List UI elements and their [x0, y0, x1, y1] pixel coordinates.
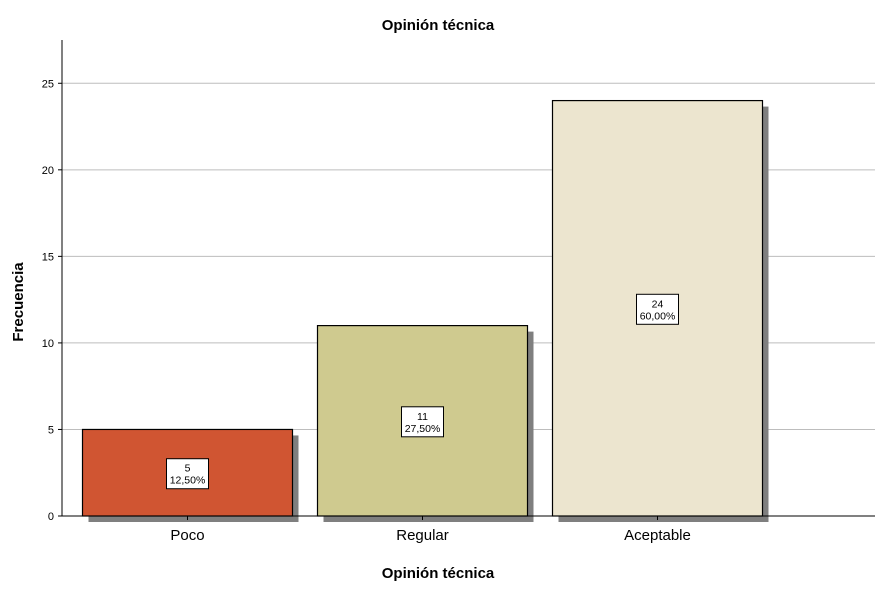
x-axis-title: Opinión técnica — [382, 565, 495, 582]
data-label-percent: 27,50% — [405, 423, 441, 435]
chart-title: Opinión técnica — [382, 17, 495, 34]
data-label-box — [166, 458, 209, 490]
data-label-count: 24 — [652, 298, 664, 310]
y-tick-label: 5 — [48, 424, 54, 436]
category-label: Aceptable — [624, 527, 691, 544]
axes — [61, 40, 875, 517]
y-tick-label: 25 — [42, 78, 54, 90]
data-label-count: 5 — [185, 463, 191, 475]
data-label-box — [636, 293, 679, 325]
data-label-box — [401, 406, 444, 438]
data-label-percent: 60,00% — [640, 310, 676, 322]
y-axis-title: Frecuencia — [10, 262, 27, 342]
y-tick-label: 0 — [48, 511, 54, 523]
data-label-percent: 12,50% — [170, 475, 206, 487]
y-tick-label: 15 — [42, 251, 54, 263]
category-label: Regular — [396, 527, 449, 544]
y-tick-label: 10 — [42, 338, 54, 350]
category-label: Poco — [170, 527, 204, 544]
data-label-count: 11 — [417, 411, 428, 423]
y-tick-labels: 0 5 10 15 20 25 — [42, 78, 62, 523]
x-tick-labels: Poco Regular Aceptable — [170, 516, 691, 544]
y-tick-label: 20 — [42, 165, 54, 177]
